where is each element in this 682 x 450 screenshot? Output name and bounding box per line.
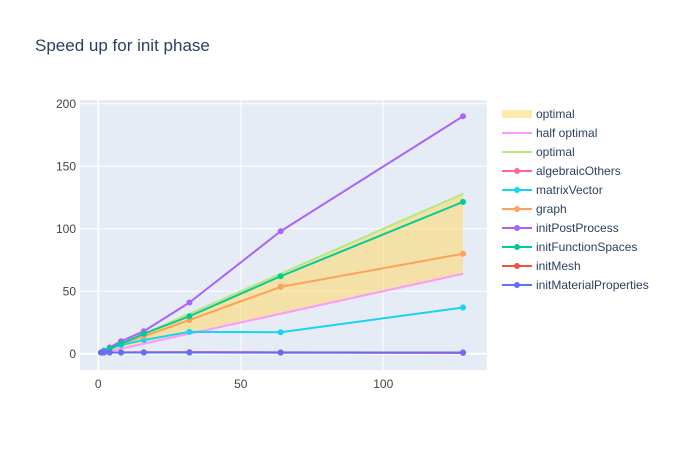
data-point[interactable] — [140, 349, 147, 356]
data-point[interactable] — [277, 228, 284, 235]
data-point[interactable] — [460, 113, 467, 120]
data-point[interactable] — [277, 283, 284, 290]
data-point[interactable] — [106, 349, 113, 356]
data-point[interactable] — [186, 313, 193, 320]
axes: 0 50 100 0 50 100 150 200 — [56, 97, 394, 391]
legend-item-matrix-vector[interactable]: matrixVector — [502, 183, 603, 197]
x-tick-label: 0 — [95, 377, 102, 391]
legend-label: initFunctionSpaces — [536, 240, 637, 254]
legend-marker — [514, 244, 520, 250]
data-point[interactable] — [140, 330, 147, 337]
legend-label: optimal — [536, 107, 575, 121]
legend-marker — [514, 282, 520, 288]
data-point[interactable] — [277, 273, 284, 280]
legend-label: algebraicOthers — [536, 164, 621, 178]
series-init-material-properties — [98, 349, 467, 356]
y-tick-label: 100 — [56, 222, 76, 236]
legend-marker — [514, 206, 520, 212]
y-tick-label: 0 — [69, 347, 76, 361]
data-point[interactable] — [186, 349, 193, 356]
data-point[interactable] — [186, 328, 193, 335]
legend-label: initPostProcess — [536, 221, 619, 235]
legend-label: graph — [536, 202, 567, 216]
data-point[interactable] — [277, 329, 284, 336]
chart-title: Speed up for init phase — [35, 36, 210, 55]
data-point[interactable] — [460, 304, 467, 311]
legend-label: matrixVector — [536, 183, 603, 197]
legend: optimal half optimal optimal algebraicOther… — [502, 107, 649, 292]
legend-label: initMaterialProperties — [536, 278, 649, 292]
data-point[interactable] — [277, 349, 284, 356]
data-point[interactable] — [118, 340, 125, 347]
x-tick-label: 50 — [234, 377, 248, 391]
y-tick-label: 50 — [63, 284, 77, 298]
data-point[interactable] — [460, 198, 467, 205]
legend-marker — [514, 168, 520, 174]
legend-item-init-material-properties[interactable]: initMaterialProperties — [502, 278, 649, 292]
legend-marker — [514, 225, 520, 231]
x-tick-label: 100 — [373, 377, 393, 391]
y-tick-label: 150 — [56, 159, 76, 173]
legend-item-init-post-process[interactable]: initPostProcess — [502, 221, 619, 235]
legend-item-optimal[interactable]: optimal — [502, 145, 575, 159]
data-point[interactable] — [460, 250, 467, 257]
series-group — [98, 113, 467, 356]
legend-item-init-function-spaces[interactable]: initFunctionSpaces — [502, 240, 637, 254]
legend-marker — [514, 187, 520, 193]
legend-item-half-optimal[interactable]: half optimal — [502, 126, 597, 140]
legend-swatch — [502, 110, 532, 118]
legend-label: optimal — [536, 145, 575, 159]
data-point[interactable] — [460, 349, 467, 356]
data-point[interactable] — [186, 299, 193, 306]
data-point[interactable] — [118, 349, 125, 356]
legend-item-optimal[interactable]: optimal — [502, 107, 575, 121]
legend-item-init-mesh[interactable]: initMesh — [502, 259, 581, 273]
legend-marker — [514, 263, 520, 269]
legend-label: half optimal — [536, 126, 597, 140]
data-point[interactable] — [100, 349, 107, 356]
y-tick-label: 200 — [56, 97, 76, 111]
legend-item-algebraic-others[interactable]: algebraicOthers — [502, 164, 621, 178]
legend-item-graph[interactable]: graph — [502, 202, 567, 216]
legend-label: initMesh — [536, 259, 581, 273]
